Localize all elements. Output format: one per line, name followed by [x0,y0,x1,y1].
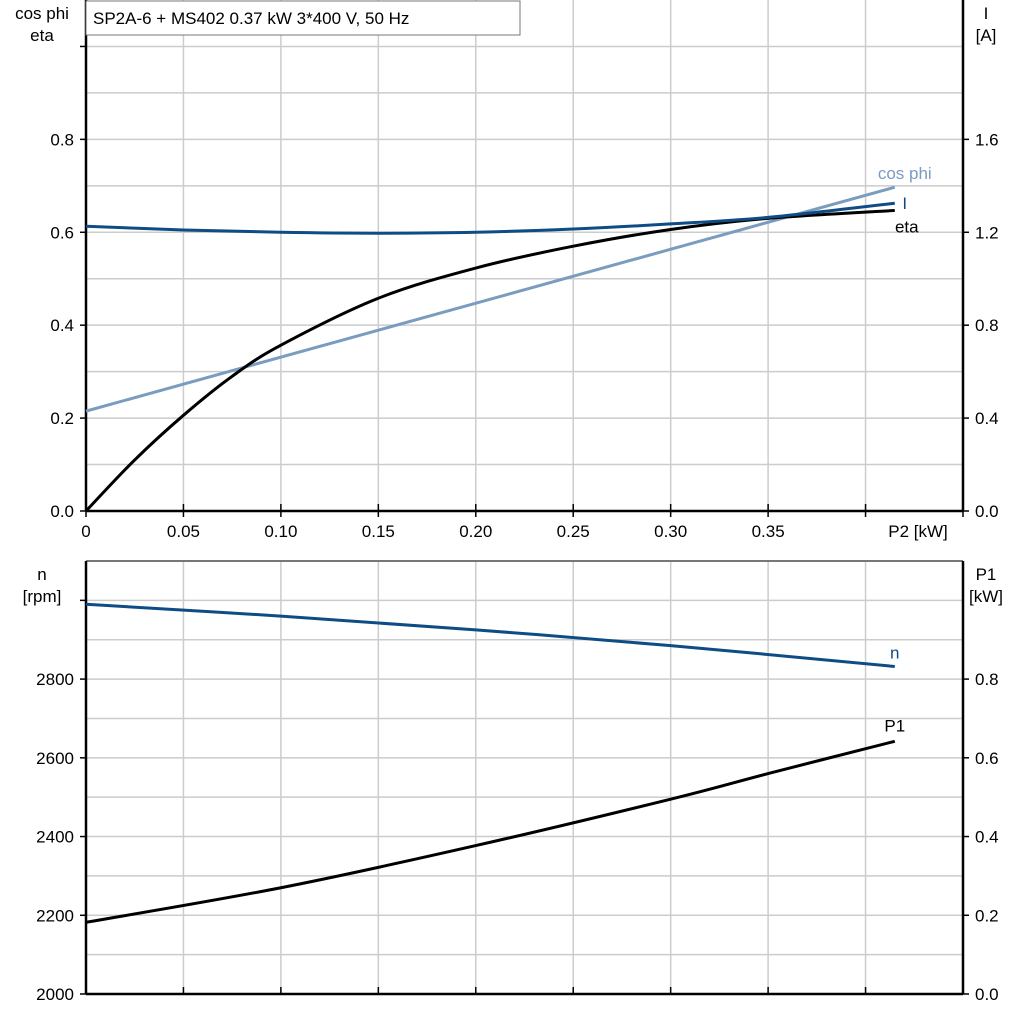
y-tick-label-left: 0.0 [50,502,74,521]
series-label-n: n [890,643,899,662]
y-tick-label-right: 1.6 [975,130,999,149]
series-line-n [85,602,895,668]
y-tick-label-left: 2800 [36,670,74,689]
y-axis-label-left: [rpm] [23,587,62,606]
y-tick-label-right: 0.2 [975,906,999,925]
y-axis-label-right: [kW] [969,587,1003,606]
y-axis-label-left: eta [30,26,54,45]
x-tick-label: 0.20 [459,522,492,541]
series-label-I: I [902,194,907,213]
y-tick-label-left: 2000 [36,985,74,1004]
y-tick-label-right: 0.8 [975,316,999,335]
y-axis-label-right: P1 [976,565,997,584]
y-axis-label-right: I [984,4,989,23]
x-tick-label: 0.25 [557,522,590,541]
x-axis-label: P2 [kW] [888,522,948,541]
y-tick-label-right: 0.0 [975,502,999,521]
x-tick-label: 0.15 [362,522,395,541]
x-tick-label: 0 [81,522,90,541]
series-label-cos-phi: cos phi [878,164,932,183]
x-tick-label: 0.05 [167,522,200,541]
y-tick-label-left: 2200 [36,906,74,925]
series-label-eta: eta [895,217,919,236]
y-axis-label-left: cos phi [15,4,69,23]
y-tick-label-right: 0.0 [975,985,999,1004]
y-tick-label-left: 2400 [36,828,74,847]
series-line-cos-phi [85,185,896,413]
y-tick-label-left: 0.6 [50,223,74,242]
y-tick-label-left: 2600 [36,749,74,768]
y-tick-label-right: 0.4 [975,409,999,428]
x-tick-label: 0.10 [264,522,297,541]
series-line-P1 [85,739,896,924]
y-tick-label-right: 1.2 [975,223,999,242]
y-tick-label-left: 0.2 [50,409,74,428]
chart-title: SP2A-6 + MS402 0.37 kW 3*400 V, 50 Hz [93,9,409,28]
series-line-eta [84,208,895,513]
title-box [85,0,521,36]
x-tick-label: 0.35 [752,522,785,541]
y-tick-label-right: 0.4 [975,828,999,847]
y-axis-label-right: [A] [976,26,997,45]
x-tick-label: 0.30 [654,522,687,541]
series-label-P1: P1 [884,716,905,735]
y-axis-label-left: n [37,565,46,584]
y-tick-label-left: 0.8 [50,130,74,149]
y-tick-label-right: 0.6 [975,749,999,768]
series-line-I [85,201,895,235]
y-tick-label-left: 0.4 [50,316,74,335]
y-tick-label-right: 0.8 [975,670,999,689]
